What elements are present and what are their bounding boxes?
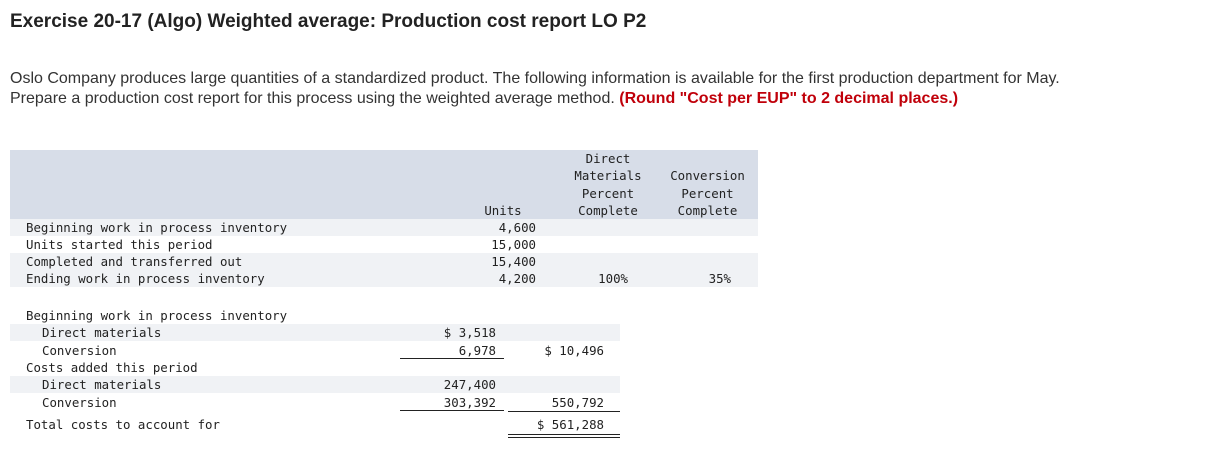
conv-header-line1: Conversion [670,168,745,183]
units-header: Units [484,203,522,218]
row-units: 4,200 [498,271,536,286]
beg-dm-label: Direct materials [42,325,162,340]
dm-header-line2: Materials [574,168,642,183]
beg-conv-value: 6,978 [458,343,496,358]
added-conv-label: Conversion [42,395,117,410]
exercise-title: Exercise 20-17 (Algo) Weighted average: … [10,11,647,32]
row-units: 15,000 [491,237,536,252]
beg-dm-value: $ 3,518 [443,325,496,340]
added-dm-label: Direct materials [42,377,162,392]
table-row-stripe [10,219,758,236]
row-units: 15,400 [491,254,536,269]
added-dm-value: 247,400 [443,377,496,392]
dm-header-line3: Percent [581,186,635,201]
row-dm-percent: 100% [598,271,628,286]
row-label: Ending work in process inventory [26,271,265,286]
table-row-stripe [10,324,620,341]
table-row-stripe [10,376,620,393]
subtotal-rule [508,411,620,412]
subtotal-rule [400,358,504,359]
table-row-stripe [10,270,758,287]
costs-added-label: Costs added this period [26,360,198,375]
total-costs-label: Total costs to account for [26,417,220,432]
conv-header-line2: Percent [681,186,734,201]
added-conv-value: 303,392 [443,395,496,410]
row-label: Beginning work in process inventory [26,220,288,235]
table-row-stripe [10,253,758,270]
rounding-instruction: (Round "Cost per EUP" to 2 decimal place… [619,90,959,107]
row-label: Completed and transferred out [26,254,243,269]
row-conv-percent: 35% [708,271,731,286]
beg-conv-label: Conversion [42,343,117,358]
dm-header-line4: Complete [578,203,638,218]
units-table-header [10,150,560,219]
row-label: Units started this period [26,237,213,252]
problem-text: Oslo Company produces large quantities o… [10,70,1060,107]
percent-header [560,150,758,219]
double-rule-top [508,434,620,435]
row-units: 4,600 [498,220,536,235]
problem-statement: Oslo Company produces large quantities o… [10,69,1070,109]
beg-wip-label: Beginning work in process inventory [26,308,288,323]
subtotal-rule [400,410,504,411]
conv-header-line3: Complete [677,203,738,218]
added-total-value: 550,792 [551,395,604,410]
total-costs-value: $ 561,288 [536,417,604,432]
dm-header-line1: Direct [585,151,631,166]
double-rule-bottom [508,437,620,438]
beg-total-value: $ 10,496 [544,343,604,358]
